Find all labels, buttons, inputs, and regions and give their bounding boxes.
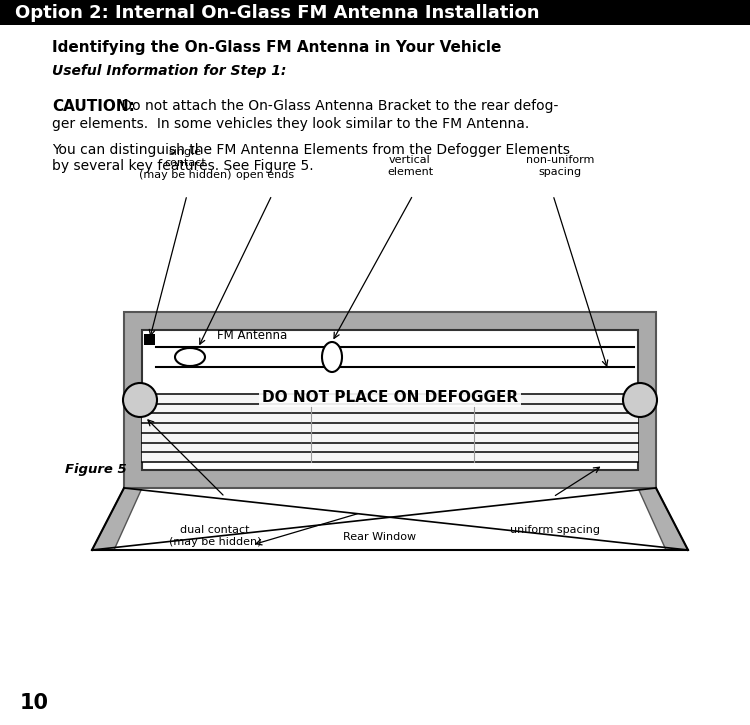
Text: You can distinguish the FM Antenna Elements from the Defogger Elements: You can distinguish the FM Antenna Eleme… — [52, 143, 570, 157]
Text: vertical
element: vertical element — [387, 155, 433, 177]
Text: FM Antenna: FM Antenna — [217, 329, 287, 342]
Polygon shape — [124, 312, 656, 488]
Ellipse shape — [175, 348, 205, 366]
Text: ger elements.  In some vehicles they look similar to the FM Antenna.: ger elements. In some vehicles they look… — [52, 117, 530, 131]
Text: uniform spacing: uniform spacing — [510, 525, 600, 535]
Polygon shape — [638, 488, 688, 550]
Polygon shape — [142, 330, 638, 470]
Ellipse shape — [123, 383, 157, 417]
Text: non-uniform
spacing: non-uniform spacing — [526, 155, 594, 177]
Text: Rear Window: Rear Window — [344, 532, 416, 542]
Ellipse shape — [322, 342, 342, 372]
Text: single
contact
(may be hidden): single contact (may be hidden) — [139, 146, 231, 180]
Text: Figure 5: Figure 5 — [65, 463, 127, 476]
Text: open ends: open ends — [236, 170, 294, 180]
Bar — [144, 334, 155, 345]
Text: DO NOT PLACE ON DEFOGGER: DO NOT PLACE ON DEFOGGER — [262, 389, 518, 405]
Polygon shape — [92, 488, 142, 550]
Text: Do not attach the On-Glass Antenna Bracket to the rear defog-: Do not attach the On-Glass Antenna Brack… — [117, 99, 558, 113]
Text: by several key features. See Figure 5.: by several key features. See Figure 5. — [52, 159, 314, 173]
Bar — [0, 0, 750, 25]
Text: Option 2: Internal On-Glass FM Antenna Installation: Option 2: Internal On-Glass FM Antenna I… — [15, 4, 539, 22]
Bar — [142, 394, 638, 462]
Ellipse shape — [623, 383, 657, 417]
Text: 10: 10 — [20, 693, 49, 713]
Text: Useful Information for Step 1:: Useful Information for Step 1: — [52, 64, 286, 78]
Text: CAUTION:: CAUTION: — [52, 99, 135, 114]
Text: Identifying the On-Glass FM Antenna in Your Vehicle: Identifying the On-Glass FM Antenna in Y… — [52, 39, 501, 54]
Text: dual contact
(may be hidden): dual contact (may be hidden) — [169, 525, 261, 547]
